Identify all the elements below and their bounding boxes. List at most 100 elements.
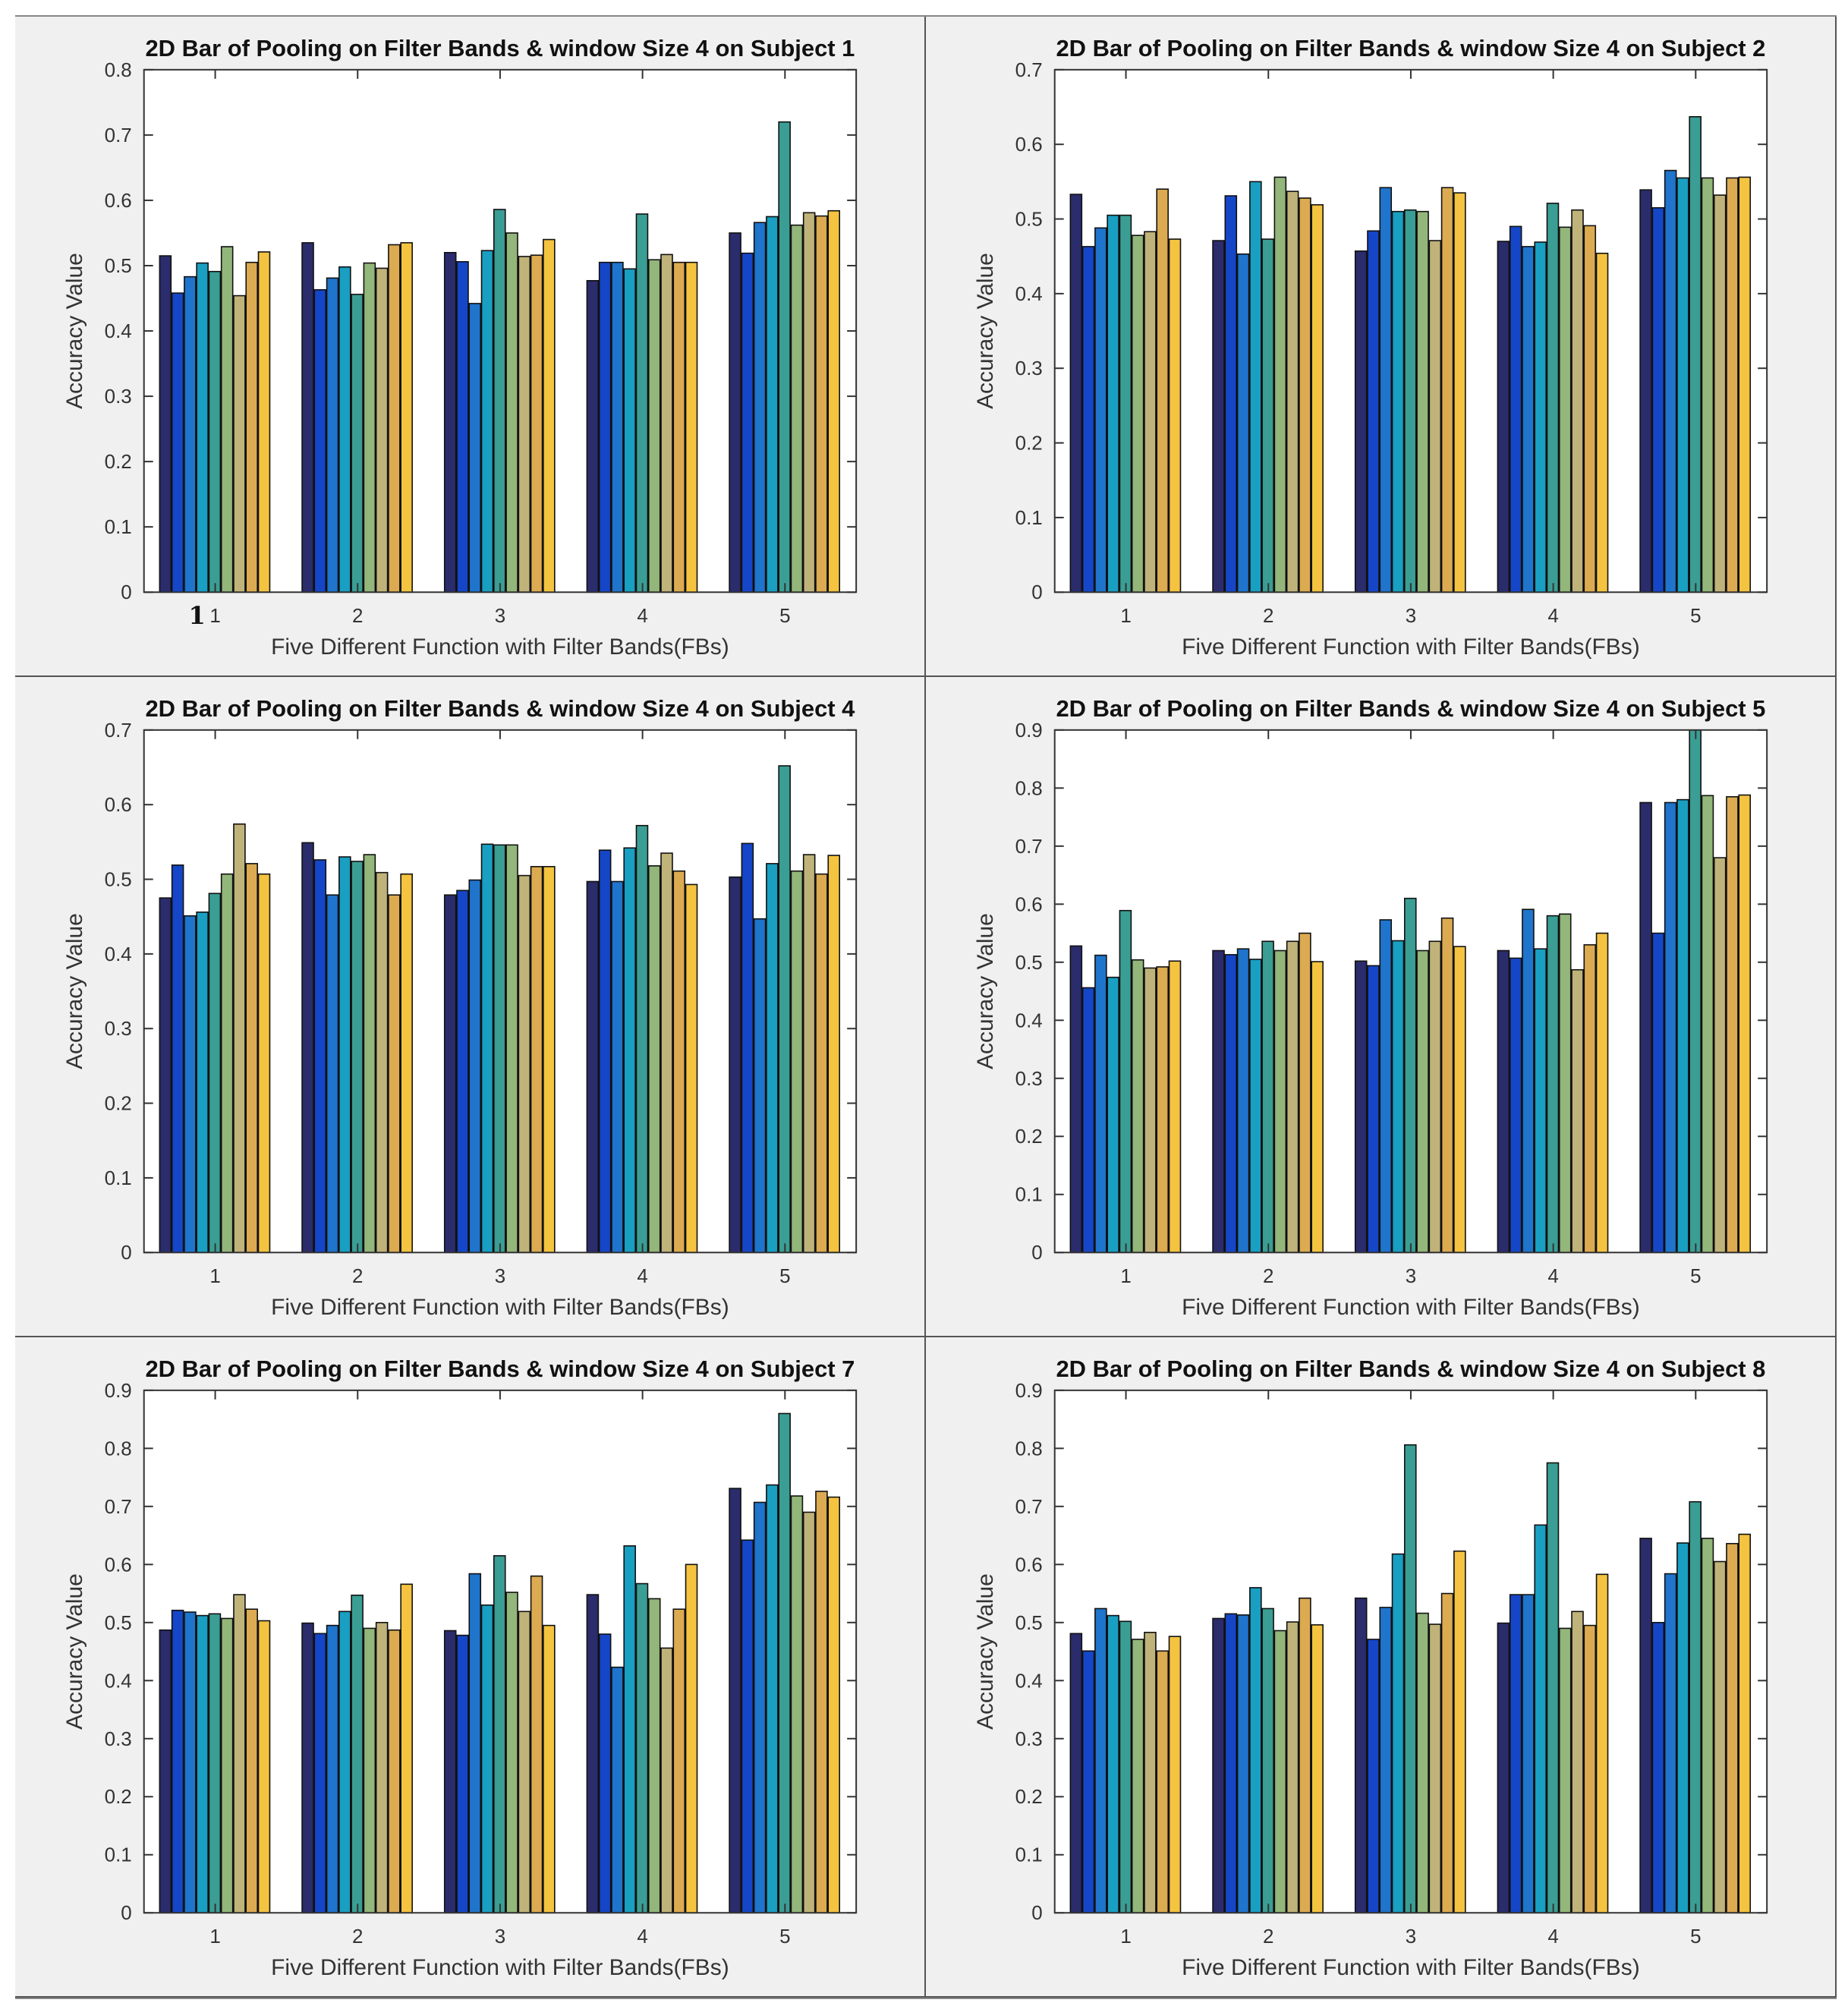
bar-cat3-s9 (543, 1624, 556, 1914)
bar-cat1-s1 (1069, 945, 1083, 1254)
y-tick-label: 0.4 (105, 944, 132, 965)
bar-cat3-s3 (468, 1573, 482, 1914)
bar-cat4-s7 (660, 253, 673, 594)
y-tick-label: 0.9 (1015, 720, 1043, 742)
bar-cat3-s7 (1428, 1623, 1442, 1914)
bar-cat4-s9 (1595, 1573, 1609, 1914)
bar-cat4-s6 (647, 1598, 661, 1914)
bar-cat5-s3 (1664, 801, 1677, 1254)
bar-cat5-s4 (1676, 798, 1689, 1254)
bar-cat1-s9 (257, 873, 271, 1254)
y-tick-label: 0.9 (1015, 1381, 1043, 1402)
bar-cat5-s7 (802, 854, 816, 1254)
bar-cat4-s6 (1558, 913, 1572, 1254)
bar-cat1-s7 (233, 294, 246, 594)
bar-cat4-s5 (1546, 915, 1560, 1254)
bar-cat1-s2 (171, 1609, 184, 1914)
y-tick-label: 0.3 (1015, 358, 1043, 379)
x-tick-label: 1 (1120, 1266, 1131, 1287)
bar-cat2-s4 (1249, 181, 1262, 594)
bar-cat1-s1 (1069, 194, 1083, 594)
bar-cat5-s1 (1639, 801, 1652, 1254)
bar-cat3-s3 (1379, 1607, 1393, 1914)
y-tick-label: 0 (121, 582, 131, 603)
y-tick-label: 0.4 (1015, 1010, 1043, 1031)
bar-cat1-s9 (1168, 960, 1182, 1254)
bar-cat2-s8 (1299, 197, 1311, 594)
x-tick-label: 4 (1547, 1926, 1558, 1948)
bar-cat3-s2 (456, 261, 469, 594)
bar-cat3-s1 (443, 894, 457, 1254)
y-tick-label: 0.3 (1015, 1729, 1043, 1750)
panel-subject-2: 2D Bar of Pooling on Filter Bands & wind… (926, 17, 1837, 677)
y-tick-label: 0.7 (105, 720, 132, 742)
bar-cat1-s5 (1119, 1620, 1132, 1914)
bar-cat1-s2 (1081, 246, 1095, 594)
bar-cat3-s9 (543, 238, 556, 594)
y-tick-label: 0.2 (105, 1787, 132, 1808)
panel-subject-7: 2D Bar of Pooling on Filter Bands & wind… (15, 1337, 926, 1998)
bar-cat5-s2 (741, 842, 754, 1254)
x-tick-label: 1 (1120, 606, 1131, 627)
bar-cat1-s5 (208, 270, 222, 594)
x-tick-label: 3 (495, 1926, 505, 1948)
y-tick-label: 0.4 (1015, 1670, 1043, 1692)
bar-cat1-s9 (257, 251, 271, 594)
x-axis-label: Five Different Function with Filter Band… (1182, 1955, 1640, 1980)
bar-cat1-s6 (1131, 959, 1144, 1254)
y-tick-label: 0 (1031, 582, 1042, 603)
y-tick-label: 0.2 (105, 1094, 132, 1115)
y-tick-label: 0.1 (105, 1168, 132, 1189)
y-tick-label: 0.4 (105, 321, 132, 342)
bar-cat2-s9 (400, 242, 413, 594)
bar-cat1-s9 (1168, 1636, 1182, 1914)
x-tick-label: 2 (1263, 1266, 1273, 1287)
bar-cat4-s1 (586, 279, 600, 594)
bar-cat5-s9 (827, 1496, 841, 1914)
chart-title: 2D Bar of Pooling on Filter Bands & wind… (1056, 35, 1765, 61)
bar-cat3-s2 (456, 1634, 469, 1914)
y-tick-label: 0.1 (1015, 508, 1043, 529)
x-tick-label: 5 (1690, 606, 1701, 627)
bar-cat4-s7 (660, 1647, 673, 1914)
bar-cat4-s5 (1546, 1462, 1560, 1914)
bar-cat5-s5 (1689, 1500, 1702, 1914)
axes-box (1053, 1389, 1768, 1914)
bar-cat5-s6 (1701, 1538, 1714, 1914)
x-tick-label: 2 (352, 606, 363, 627)
chart-title: 2D Bar of Pooling on Filter Bands & wind… (145, 1356, 855, 1382)
bar-cat5-s8 (1726, 1542, 1739, 1914)
bar-cat5-s3 (1664, 1573, 1677, 1914)
bar-cat1-s4 (1107, 976, 1119, 1254)
axes-box (1053, 68, 1768, 594)
x-tick-label: 1 (209, 1926, 220, 1948)
y-tick-label: 0.6 (105, 795, 132, 816)
bar-cat2-s6 (363, 1627, 376, 1914)
bar-cat4-s7 (660, 852, 673, 1254)
panel-subject-5: 2D Bar of Pooling on Filter Bands & wind… (926, 677, 1837, 1337)
bar-cat4-s6 (647, 259, 661, 594)
bar-cat1-s4 (196, 262, 209, 594)
bar-cat2-s2 (1224, 954, 1238, 1254)
x-tick-label: 3 (1406, 1266, 1416, 1287)
y-tick-label: 0.1 (1015, 1845, 1043, 1866)
bar-cat5-s6 (790, 224, 804, 594)
bar-cat3-s6 (1416, 210, 1429, 594)
bar-cat1-s3 (1094, 227, 1107, 594)
bar-cat5-s2 (1651, 1622, 1665, 1914)
bar-cat3-s8 (530, 1575, 543, 1914)
bar-cat4-s8 (1583, 1624, 1597, 1914)
y-tick-label: 0.2 (1015, 433, 1043, 455)
y-tick-label: 0.8 (105, 60, 132, 81)
bar-cat5-s9 (827, 855, 841, 1254)
bar-cat3-s1 (1354, 960, 1368, 1254)
bar-cat2-s5 (351, 861, 364, 1254)
bar-cat5-s3 (1664, 169, 1677, 594)
x-tick-label: 5 (779, 1266, 790, 1287)
y-axis-label: Accuracy Value (973, 253, 998, 409)
bar-cat4-s8 (672, 1608, 686, 1914)
x-tick-label: 3 (1406, 606, 1416, 627)
bar-cat4-s9 (685, 1563, 698, 1914)
bar-cat3-s4 (480, 843, 494, 1254)
x-tick-label: 4 (1547, 1266, 1558, 1287)
